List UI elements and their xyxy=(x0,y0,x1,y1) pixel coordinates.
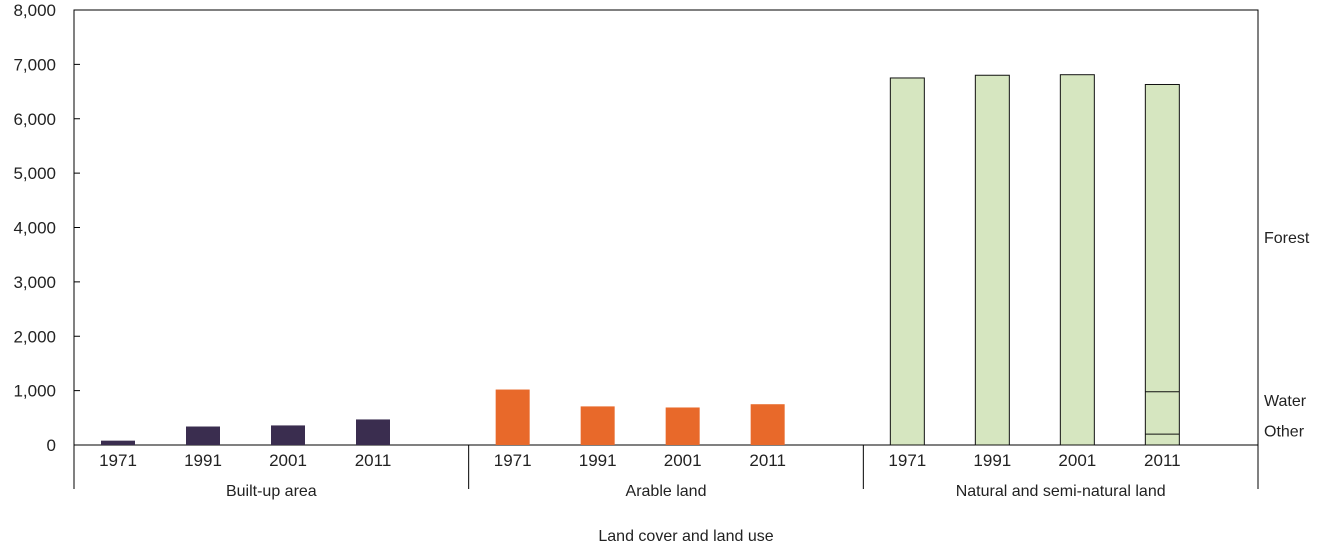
x-tick-label: 1971 xyxy=(99,451,137,470)
side-label: Water xyxy=(1264,393,1307,410)
group-label: Natural and semi-natural land xyxy=(956,483,1166,500)
x-tick-label: 2001 xyxy=(269,451,307,470)
y-tick-label: 6,000 xyxy=(13,110,56,129)
bar xyxy=(750,404,785,445)
group-label: Arable land xyxy=(626,483,707,500)
x-axis-title: Land cover and land use xyxy=(598,528,773,545)
x-tick-label: 2011 xyxy=(1144,451,1181,470)
bar xyxy=(580,406,615,445)
x-tick-label: 2011 xyxy=(355,451,392,470)
bar xyxy=(665,407,700,445)
bar xyxy=(1144,83,1180,446)
side-label: Other xyxy=(1264,424,1305,441)
x-tick-label: 1971 xyxy=(494,451,532,470)
x-tick-label: 1971 xyxy=(888,451,926,470)
bars-layer xyxy=(101,74,1180,446)
bar xyxy=(495,389,530,445)
x-axis: 1971 1991 2001 2011 Built-up area 1971 1991 200… xyxy=(73,445,1259,500)
y-tick-label: 3,000 xyxy=(13,273,56,292)
bar xyxy=(101,440,135,445)
group-label: Built-up area xyxy=(226,483,317,500)
y-tick-label: 7,000 xyxy=(13,55,56,74)
bar xyxy=(1059,74,1095,446)
x-tick-label: 1991 xyxy=(579,451,617,470)
y-tick-label: 0 xyxy=(47,436,56,455)
bar xyxy=(974,74,1010,446)
x-tick-label: 2011 xyxy=(749,451,786,470)
x-tick-label: 2001 xyxy=(1058,451,1096,470)
x-tick-label: 2001 xyxy=(664,451,702,470)
side-labels: Forest Water Other xyxy=(1264,230,1310,440)
y-tick-label: 1,000 xyxy=(13,382,56,401)
y-axis: 0 1,000 2,000 3,000 4,000 5,000 6,000 7,000 8,00… xyxy=(13,1,80,455)
bar xyxy=(356,419,390,445)
y-tick-label: 4,000 xyxy=(13,219,56,238)
x-tick-label: 1991 xyxy=(184,451,222,470)
side-label: Forest xyxy=(1264,230,1310,247)
x-tick-label: 1991 xyxy=(973,451,1011,470)
y-tick-label: 5,000 xyxy=(13,164,56,183)
bar xyxy=(186,426,220,445)
bar xyxy=(889,77,925,446)
bar xyxy=(271,425,305,445)
y-tick-label: 8,000 xyxy=(13,1,56,20)
y-tick-label: 2,000 xyxy=(13,327,56,346)
